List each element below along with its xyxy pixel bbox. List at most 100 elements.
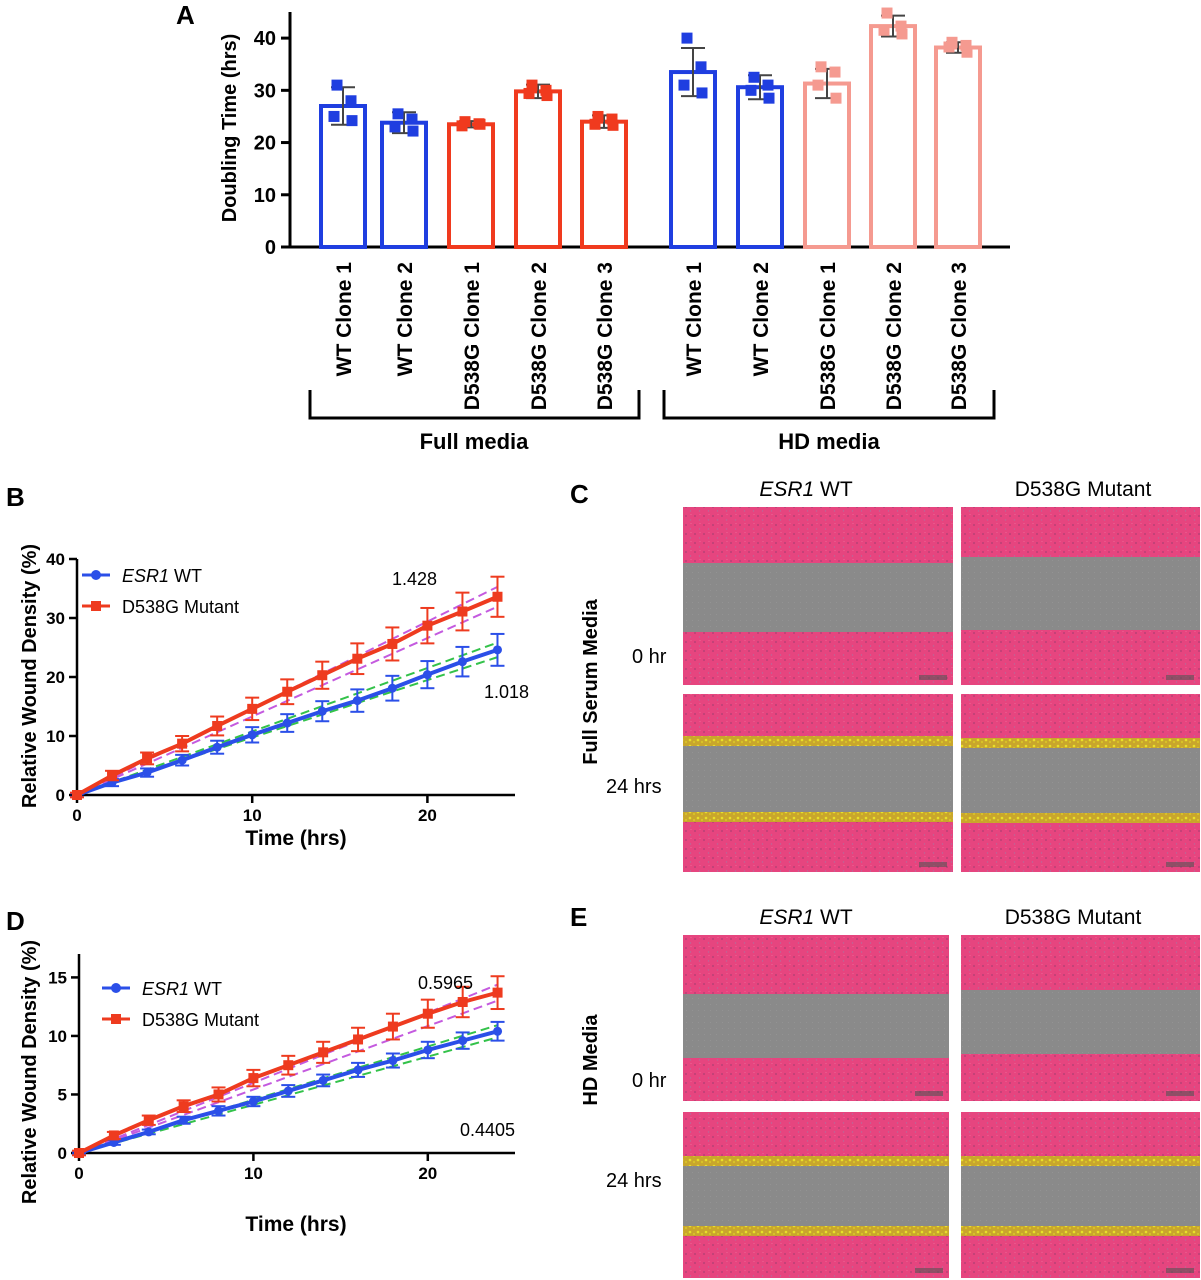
data-point	[878, 24, 890, 36]
panel-e-images	[683, 935, 1200, 1278]
data-point	[896, 28, 908, 40]
scale-bar	[1166, 1091, 1194, 1096]
data-point	[345, 95, 357, 107]
data-point	[943, 41, 955, 53]
data-point	[748, 71, 760, 83]
data-point	[526, 79, 538, 91]
data-point	[214, 1106, 224, 1116]
wound-image	[961, 507, 1200, 685]
wound-gap	[961, 990, 1200, 1054]
data-point	[178, 1101, 189, 1112]
panel-c-row2-label: 24 hrs	[606, 776, 662, 798]
x-tick-label: D538G Clone 1	[817, 262, 840, 411]
y-tick-label: 10	[254, 185, 276, 207]
data-point	[387, 683, 397, 693]
data-point	[108, 1130, 119, 1141]
wound-gap	[683, 563, 953, 632]
panel-b-slope-wt: 1.018	[484, 682, 529, 702]
data-point	[72, 790, 82, 800]
panel-e-row1-label: 0 hr	[632, 1070, 667, 1092]
panel-a-bars	[319, 7, 982, 250]
panel-c: C ESR1 WT D538G Mutant Full Serum Media …	[570, 478, 1200, 872]
data-point	[352, 653, 363, 664]
x-tick-label: D538G Clone 2	[883, 262, 906, 410]
y-tick-label: 0	[56, 786, 65, 805]
panel-d-y-label: Relative Wound Density (%)	[19, 940, 41, 1204]
panel-a: A 0 10 20 30 40 WT Clone 1 WT Clone 2 D538G Cl…	[176, 0, 1010, 454]
data-point	[328, 110, 340, 122]
y-tick-label: 30	[254, 80, 276, 102]
data-point	[179, 1115, 189, 1125]
scale-bar	[919, 675, 947, 680]
migration-edge	[961, 1226, 1200, 1236]
panel-d-slope-mutant: 0.5965	[418, 973, 473, 993]
data-point	[457, 606, 468, 617]
data-point	[144, 1127, 154, 1137]
data-point	[745, 84, 757, 96]
wound-image	[683, 1112, 949, 1278]
data-point	[763, 92, 775, 104]
scale-bar	[915, 1091, 943, 1096]
data-point	[282, 686, 293, 697]
migration-edge	[683, 1156, 949, 1166]
migration-edge	[961, 1156, 1200, 1166]
bar	[319, 104, 367, 249]
data-point	[248, 1073, 259, 1084]
wound-gap	[961, 748, 1200, 813]
wound-gap	[961, 1166, 1200, 1226]
panel-e-col2-title: D538G Mutant	[1005, 906, 1142, 929]
y-tick-label: 0	[58, 1144, 67, 1163]
data-point	[422, 620, 433, 631]
panel-c-row1-label: 0 hr	[632, 646, 667, 668]
data-point	[881, 7, 893, 19]
x-tick-label: D538G Clone 3	[594, 262, 617, 410]
panel-c-col1-title: ESR1 WT	[759, 478, 853, 501]
panel-b-x-label: Time (hrs)	[245, 827, 346, 850]
legend-mut-text: D538G Mutant	[142, 1010, 259, 1030]
data-point	[695, 61, 707, 73]
data-point	[606, 113, 618, 125]
data-point	[523, 87, 535, 99]
data-point	[142, 768, 152, 778]
panel-e-row2-label: 24 hrs	[606, 1170, 662, 1192]
bar	[580, 119, 628, 249]
bar	[934, 45, 982, 250]
data-point	[142, 753, 153, 764]
x-tick-label: D538G Clone 1	[461, 262, 484, 411]
group-bracket	[662, 390, 996, 420]
data-point	[318, 1075, 328, 1085]
y-tick-label: 40	[46, 550, 65, 569]
data-point	[74, 1148, 84, 1158]
wound-image	[683, 507, 953, 685]
data-point	[212, 742, 222, 752]
x-tick-label: WT Clone 1	[683, 262, 706, 377]
wound-gap	[961, 557, 1200, 630]
bar	[380, 120, 428, 249]
x-tick-label: 10	[244, 1164, 263, 1183]
data-point	[492, 987, 503, 998]
panel-b: B 0 10 20 30 40 0 10 20 Relative Wound Density …	[6, 482, 529, 850]
migration-edge	[683, 1226, 949, 1236]
migration-edge	[961, 813, 1200, 823]
data-point	[247, 703, 258, 714]
legend-mut-text: D538G Mutant	[122, 597, 239, 617]
data-point	[830, 92, 842, 104]
legend-mut-marker	[91, 601, 101, 611]
data-point	[895, 20, 907, 32]
data-point	[143, 1115, 154, 1126]
panel-b-letter: B	[6, 482, 25, 512]
group-label: Full media	[420, 429, 530, 454]
wound-gap	[683, 1166, 949, 1226]
data-point	[352, 696, 362, 706]
x-tick-label: 0	[74, 1164, 83, 1183]
y-tick-label: 0	[265, 237, 276, 259]
data-point	[492, 645, 502, 655]
data-point	[422, 1008, 433, 1019]
data-point	[456, 120, 468, 132]
panel-a-x-labels: WT Clone 1 WT Clone 2 D538G Clone 1 D538G C…	[333, 262, 971, 411]
data-point	[961, 46, 973, 58]
panel-d-x-label: Time (hrs)	[245, 1213, 346, 1236]
panel-e-col1-title: ESR1 WT	[759, 906, 853, 929]
scale-bar	[1166, 1268, 1194, 1273]
